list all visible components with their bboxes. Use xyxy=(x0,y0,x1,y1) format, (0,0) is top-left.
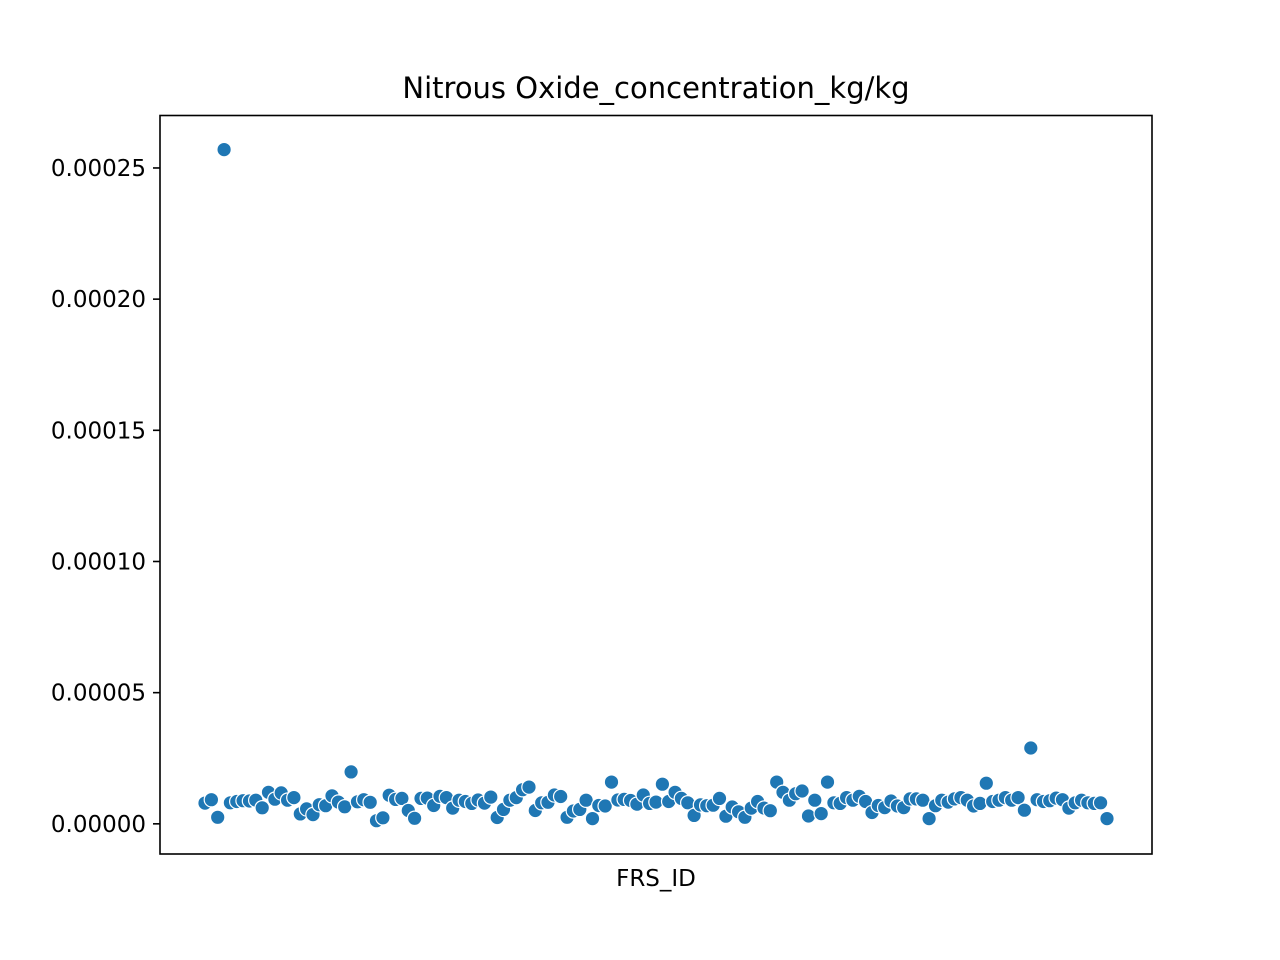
data-point xyxy=(806,792,823,808)
x-axis-label: FRS_ID xyxy=(616,866,696,892)
data-point xyxy=(254,799,271,816)
data-point xyxy=(813,805,829,822)
data-point xyxy=(972,795,988,812)
data-point xyxy=(794,783,810,799)
data-point xyxy=(362,794,378,811)
data-point xyxy=(216,141,232,158)
data-point xyxy=(603,774,620,790)
data-point xyxy=(343,764,359,780)
data-point xyxy=(1016,802,1033,818)
data-point xyxy=(921,810,937,827)
y-tick-label: 0.00000 xyxy=(51,812,146,838)
data-point xyxy=(654,776,671,792)
data-point xyxy=(819,774,836,790)
y-tick-label: 0.00005 xyxy=(51,681,146,707)
y-tick-label: 0.00010 xyxy=(51,549,146,575)
data-point xyxy=(1010,789,1026,806)
data-point xyxy=(1099,810,1115,827)
data-point xyxy=(406,810,423,827)
data-point xyxy=(552,788,569,805)
plot-frame xyxy=(159,114,1153,855)
chart-title: Nitrous Oxide_concentration_kg/kg xyxy=(402,71,909,105)
y-tick-label: 0.00020 xyxy=(51,287,146,313)
data-point xyxy=(375,809,391,826)
data-point xyxy=(711,790,728,807)
data-point xyxy=(521,779,537,795)
data-point xyxy=(482,789,499,805)
data-point xyxy=(394,790,410,807)
data-point xyxy=(203,791,220,808)
y-tick-label: 0.00025 xyxy=(51,156,146,182)
data-point xyxy=(584,810,601,827)
data-point xyxy=(800,808,817,824)
data-point xyxy=(1023,740,1039,756)
data-point xyxy=(286,789,302,806)
data-point xyxy=(978,775,995,791)
y-tick-label: 0.00015 xyxy=(51,418,146,444)
data-point xyxy=(597,798,613,814)
data-points xyxy=(197,141,1115,829)
y-axis: 0.00000 0.00005 0.00010 0.00015 0.00020 0.000… xyxy=(51,156,160,838)
data-point xyxy=(1092,794,1109,811)
data-point xyxy=(209,809,226,826)
data-point xyxy=(762,802,779,819)
